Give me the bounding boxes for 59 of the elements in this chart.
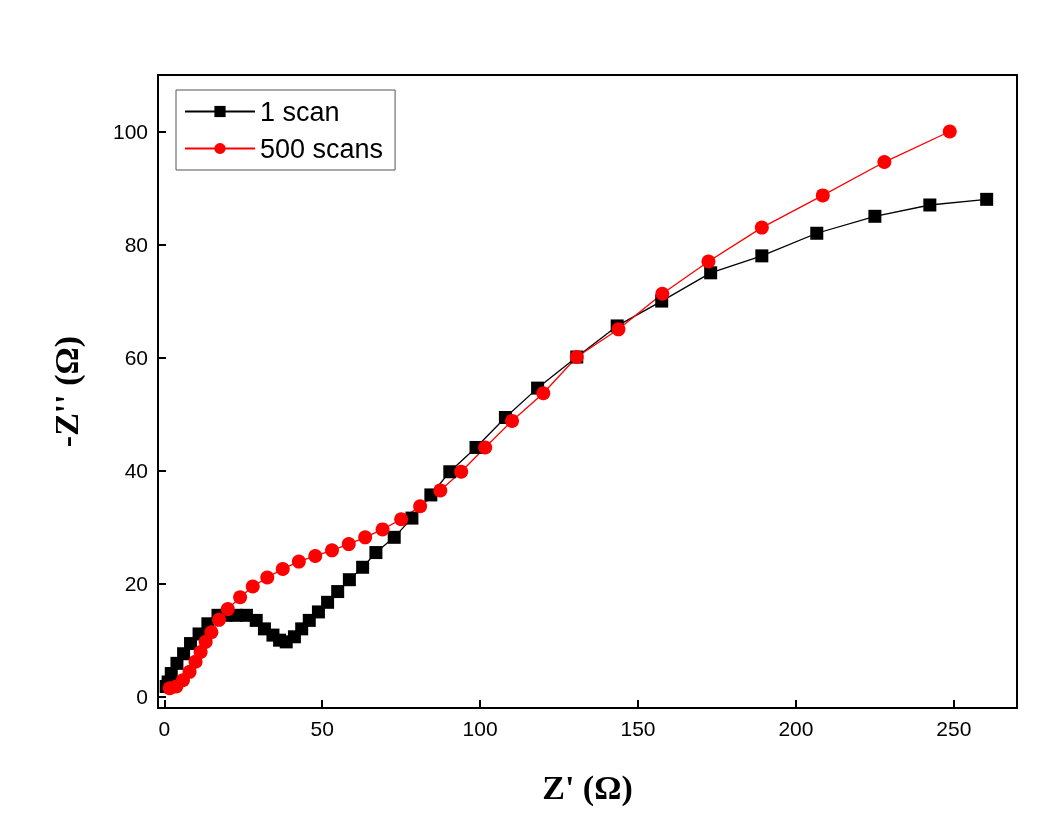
point: [245, 579, 260, 594]
y-tick-label: 0: [136, 685, 148, 709]
point: [923, 198, 937, 212]
x-axis-title: Z' (Ω): [542, 768, 633, 807]
point: [755, 249, 769, 263]
point: [394, 512, 409, 527]
point: [356, 560, 370, 574]
point: [321, 595, 335, 609]
y-tick-label: 20: [124, 572, 148, 596]
point: [311, 605, 325, 619]
point: [302, 613, 316, 627]
point: [182, 664, 197, 679]
point: [815, 188, 830, 203]
x-tick-label: 250: [936, 717, 972, 740]
point: [505, 413, 520, 428]
point: [701, 254, 716, 269]
y-tick-label: 80: [124, 233, 148, 257]
point: [536, 386, 551, 401]
point: [233, 590, 248, 605]
point: [331, 585, 345, 599]
legend-label: 1 scan: [260, 96, 340, 127]
point: [260, 570, 275, 585]
point: [387, 530, 401, 544]
point: [810, 226, 824, 240]
point: [325, 543, 340, 558]
point: [704, 266, 718, 280]
point: [204, 625, 219, 640]
point: [220, 602, 235, 617]
x-tick-label: 100: [462, 717, 498, 740]
point: [877, 155, 892, 170]
point: [655, 286, 670, 301]
point: [611, 322, 626, 337]
point: [433, 483, 448, 498]
x-tick-label: 50: [310, 717, 334, 740]
x-tick-label: 0: [158, 717, 171, 740]
legend-label: 500 scans: [260, 133, 384, 164]
x-tick-label: 150: [620, 717, 656, 740]
x-tick-label: 200: [778, 717, 814, 740]
point: [478, 440, 493, 455]
point: [342, 573, 356, 587]
point: [341, 537, 356, 552]
point: [454, 464, 469, 479]
point: [868, 209, 882, 223]
point: [211, 612, 226, 627]
point: [369, 546, 383, 560]
y-axis-title: -Z'' (Ω): [47, 335, 86, 448]
y-tick-label: 60: [124, 346, 148, 370]
y-tick-label: 100: [112, 120, 148, 144]
point: [443, 465, 457, 479]
point: [358, 530, 373, 545]
point: [275, 561, 290, 576]
point: [942, 124, 957, 139]
point: [308, 548, 323, 563]
point: [754, 220, 769, 235]
y-tick-label: 40: [124, 459, 148, 483]
point: [375, 522, 390, 537]
point: [413, 499, 428, 514]
point: [980, 192, 994, 206]
point: [291, 554, 306, 569]
